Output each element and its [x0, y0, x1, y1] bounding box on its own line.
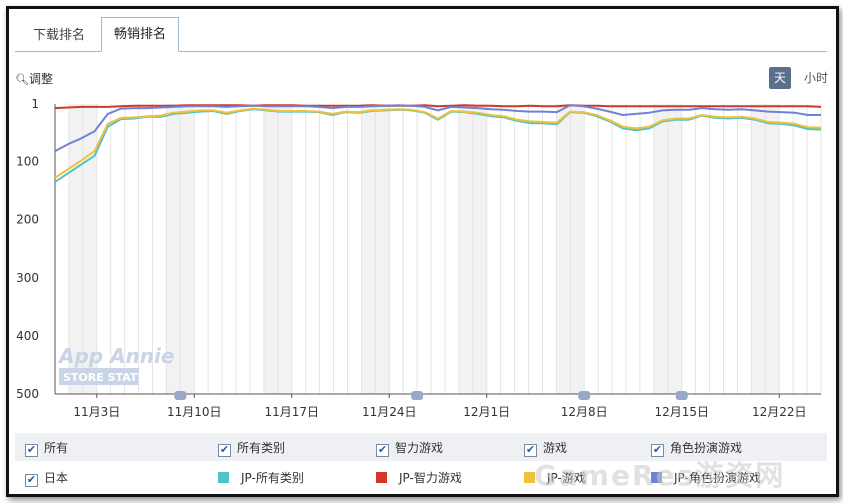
legend-area: ✔ 所有 ✔ 所有类别 ✔ 智力游戏 ✔ 游戏 ✔ 角色扮演游戏 ✔ 日本 JP-所有类别 …	[15, 433, 827, 494]
annotation-marker-icon	[174, 391, 187, 400]
legend-label: JP-智力游戏	[399, 471, 462, 485]
legend-jp-games[interactable]: JP-游戏	[524, 469, 586, 486]
x-tick-label: 11月10日	[167, 405, 222, 419]
series-line	[54, 104, 821, 152]
checkbox-icon[interactable]: ✔	[651, 443, 664, 457]
tab-grossing[interactable]: 畅销排名	[101, 17, 180, 52]
checkbox-icon[interactable]: ✔	[25, 473, 38, 487]
legend-jp-all-categories[interactable]: JP-所有类别	[218, 469, 304, 486]
filter-all[interactable]: ✔ 所有	[25, 439, 68, 457]
x-tick-label: 11月17日	[264, 405, 319, 419]
x-tick-label: 11月24日	[362, 405, 417, 419]
y-tick-label: 300	[16, 271, 39, 285]
annotation-marker-icon	[411, 391, 424, 400]
granularity-hour-button[interactable]: 小时	[803, 71, 828, 85]
legend-swatch	[524, 472, 535, 483]
filter-label: 智力游戏	[395, 441, 444, 455]
legend-jp-rpg[interactable]: JP-角色扮演游戏	[651, 469, 761, 486]
x-tick-label: 12月1日	[463, 405, 510, 419]
filter-all-categories[interactable]: ✔ 所有类别	[218, 439, 285, 457]
checkbox-icon[interactable]: ✔	[524, 443, 537, 457]
app-annie-watermark: App Annie STORE STATS	[57, 344, 174, 385]
legend-jp-puzzle[interactable]: JP-智力游戏	[376, 469, 462, 486]
y-tick-label: 100	[16, 155, 39, 169]
legend-swatch	[218, 472, 229, 483]
watermark-line2: STORE STATS	[63, 371, 145, 384]
filter-label: 游戏	[543, 441, 568, 455]
checkbox-icon[interactable]: ✔	[376, 443, 389, 457]
filter-row: ✔ 所有 ✔ 所有类别 ✔ 智力游戏 ✔ 游戏 ✔ 角色扮演游戏	[15, 433, 827, 461]
ranking-line-chart: 1 100 200 300 400 500 11月3日 11月10日 11月17日 11月24日…	[16, 97, 822, 419]
x-tick-label: 12月15日	[654, 405, 709, 419]
filter-rpg[interactable]: ✔ 角色扮演游戏	[651, 439, 742, 457]
y-tick-label: 200	[16, 213, 39, 227]
legend-label: JP-角色扮演游戏	[674, 471, 761, 485]
y-tick-label: 400	[16, 329, 39, 343]
series-legend-row: ✔ 日本 JP-所有类别 JP-智力游戏 JP-游戏 JP-角色扮演游戏	[15, 463, 827, 491]
legend-label: JP-游戏	[547, 471, 586, 485]
annotation-marker-icon	[675, 391, 688, 400]
checkbox-icon[interactable]: ✔	[25, 443, 38, 457]
zoom-icon: 🔍︎	[15, 73, 29, 86]
watermark-line1: App Annie	[57, 344, 174, 368]
x-tick-label: 11月3日	[73, 405, 120, 419]
annotation-marker-icon	[578, 391, 591, 400]
x-tick-label: 12月22日	[752, 405, 807, 419]
filter-label: 所有	[44, 441, 69, 455]
tab-downloads[interactable]: 下载排名	[33, 28, 86, 43]
legend-swatch	[376, 472, 387, 483]
tab-bar: 下载排名 畅销排名	[15, 17, 827, 52]
filter-label: 日本	[44, 471, 69, 485]
y-tick-label: 500	[16, 387, 39, 401]
legend-swatch	[651, 472, 662, 483]
checkbox-icon[interactable]: ✔	[218, 443, 231, 457]
filter-japan[interactable]: ✔ 日本	[25, 469, 68, 487]
filter-games[interactable]: ✔ 游戏	[524, 439, 567, 457]
site-watermark: GameRes游资网	[534, 459, 786, 492]
granularity-day-button[interactable]: 天	[769, 67, 791, 89]
filter-label: 角色扮演游戏	[670, 441, 743, 455]
filter-label: 所有类别	[237, 441, 286, 455]
ranking-panel: 下载排名 畅销排名 🔍︎调整 天 小时 1 100 200 300 400 500 11月…	[6, 6, 839, 497]
filter-puzzle[interactable]: ✔ 智力游戏	[376, 439, 443, 457]
x-tick-label: 12月8日	[561, 405, 608, 419]
zoom-label: 调整	[28, 72, 53, 86]
series-line	[54, 104, 822, 110]
legend-label: JP-所有类别	[241, 471, 304, 485]
series-line	[54, 107, 822, 179]
y-tick-label: 1	[31, 97, 39, 111]
zoom-control[interactable]: 🔍︎调整	[15, 70, 53, 87]
